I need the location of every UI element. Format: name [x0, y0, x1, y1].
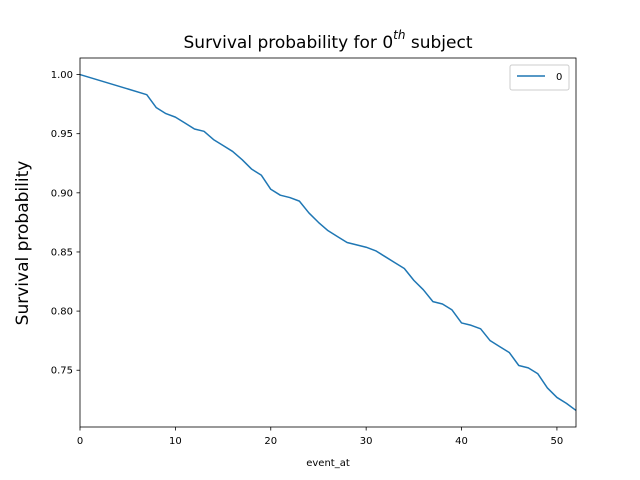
plot-area: 0 10 20 30 40 50 0.75 0.80 0.85 0.90 0.95 1.00 — [51, 57, 577, 447]
x-tick-label: 20 — [264, 436, 277, 447]
y-tick-label: 0.75 — [51, 366, 73, 377]
x-tick-label: 30 — [360, 436, 373, 447]
y-tick-label: 0.95 — [51, 129, 73, 140]
legend-frame — [509, 64, 570, 91]
x-tick-label: 0 — [77, 436, 83, 447]
chart-title-superscript: th — [393, 28, 405, 42]
series-layer — [79, 73, 577, 412]
legend-label: 0 — [556, 72, 562, 83]
y-axis-label: Survival probability — [13, 161, 33, 326]
legend: 0 — [509, 64, 570, 91]
x-axis-label: event_at — [306, 458, 350, 469]
y-tick-label: 0.80 — [51, 307, 73, 318]
y-tick-label: 0.90 — [51, 188, 73, 199]
series-line-0 — [79, 73, 577, 412]
chart-title-tail: subject — [405, 33, 472, 53]
x-tick-label: 40 — [455, 436, 468, 447]
x-tick-label: 10 — [169, 436, 182, 447]
y-axis-ticks: 0.75 0.80 0.85 0.90 0.95 1.00 — [51, 70, 80, 377]
chart-title-main: Survival probability for 0 — [184, 33, 394, 53]
x-tick-label: 50 — [551, 436, 564, 447]
x-axis-ticks: 0 10 20 30 40 50 — [77, 427, 563, 447]
y-tick-label: 0.85 — [51, 247, 73, 258]
chart-title: Survival probability for 0th subject — [184, 28, 473, 53]
axes-frame — [79, 57, 577, 428]
y-tick-label: 1.00 — [51, 70, 73, 81]
